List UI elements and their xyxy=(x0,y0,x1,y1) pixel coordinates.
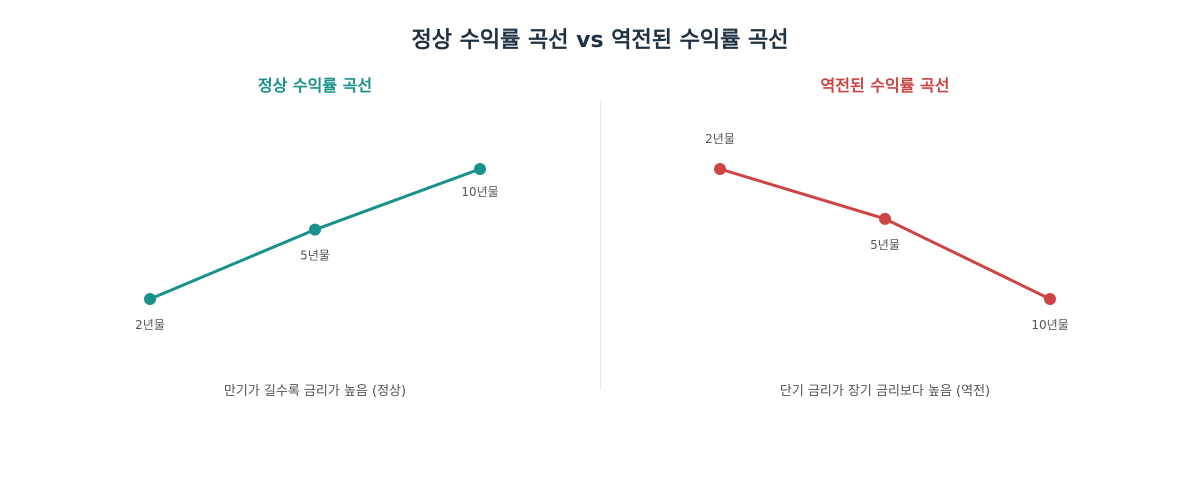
inverted-curve-title: 역전된 수익률 곡선 xyxy=(820,76,950,95)
point-label: 5년물 xyxy=(870,238,900,252)
inverted-curve-caption: 단기 금리가 장기 금리보다 높음 (역전) xyxy=(779,384,991,399)
inverted-curve-plot: 2년물 5년물 10년물 xyxy=(705,132,1069,332)
page-title: 정상 수익률 곡선 vs 역전된 수익률 곡선 xyxy=(411,28,789,53)
data-point xyxy=(144,293,156,305)
normal-curve-caption: 만기가 길수록 금리가 높음 (정상) xyxy=(223,384,407,399)
data-point xyxy=(714,163,726,175)
series-line xyxy=(719,167,1051,301)
normal-curve-title: 정상 수익률 곡선 xyxy=(257,76,373,95)
data-point xyxy=(879,212,891,225)
normal-curve-plot: 2년물 5년물 10년물 xyxy=(135,163,499,332)
point-label: 10년물 xyxy=(1031,318,1068,332)
point-label: 5년물 xyxy=(300,249,330,263)
panel-divider xyxy=(600,100,601,390)
data-point xyxy=(309,223,321,236)
point-label: 2년물 xyxy=(135,318,165,332)
point-label: 10년물 xyxy=(461,185,498,199)
point-label: 2년물 xyxy=(705,132,735,146)
data-point xyxy=(474,163,486,175)
data-point xyxy=(1044,293,1056,305)
